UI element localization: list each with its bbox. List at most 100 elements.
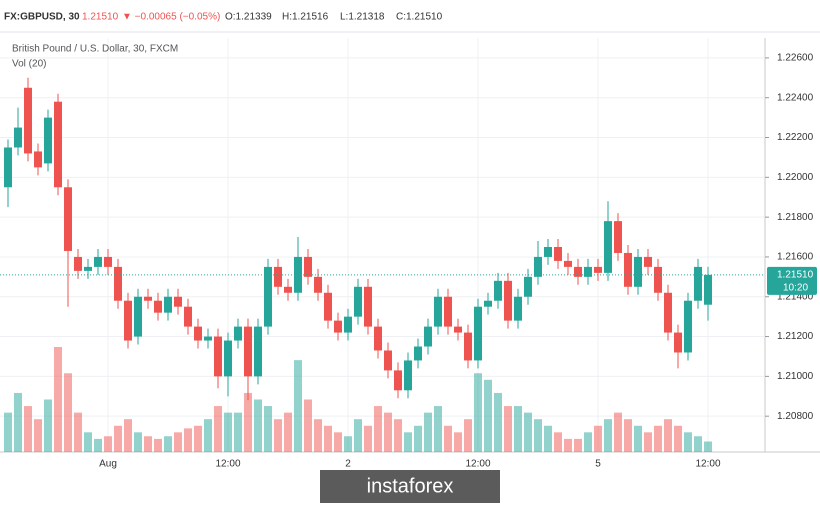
candle-body [414, 346, 422, 361]
volume-bar [604, 419, 612, 452]
y-tick-label: 1.22600 [777, 53, 814, 64]
volume-bar [654, 425, 662, 452]
candle-body [84, 266, 92, 271]
volume-bar [544, 425, 552, 452]
chart-title: British Pound / U.S. Dollar, 30, FXCM [12, 44, 178, 55]
candle-body [464, 332, 472, 361]
candle-body [514, 296, 522, 321]
candle-body [324, 292, 332, 321]
candle-body [124, 300, 132, 341]
volume-bar [4, 412, 12, 452]
ohlc-open: O:1.21339 [225, 12, 272, 23]
volume-bar [64, 373, 72, 452]
volume-bar [74, 412, 82, 452]
candle-body [654, 266, 662, 293]
candle-body [684, 300, 692, 353]
candle-body [194, 326, 202, 341]
volume-bar [484, 379, 492, 452]
candle-body [554, 246, 562, 261]
candle-body [564, 260, 572, 267]
x-tick-label: 12:00 [215, 459, 240, 470]
volume-bar [144, 436, 152, 452]
candle-body [694, 266, 702, 301]
candle-body [34, 151, 42, 168]
volume-bar [574, 438, 582, 452]
candle-body [434, 296, 442, 327]
candle-body [264, 266, 272, 327]
candle-body [604, 221, 612, 273]
candle-body [404, 360, 412, 391]
volume-bar [464, 419, 472, 452]
candle-body [644, 256, 652, 267]
volume-bar [84, 432, 92, 452]
candle-body [664, 292, 672, 333]
volume-bar [24, 406, 32, 452]
candle-body [424, 326, 432, 347]
candle-body [504, 280, 512, 321]
volume-bar [694, 436, 702, 452]
symbol: FX:GBPUSD, 30 [4, 12, 80, 23]
y-tick-label: 1.21000 [777, 371, 814, 382]
volume-bar [134, 432, 142, 452]
volume-bar [274, 419, 282, 452]
volume-bar [224, 412, 232, 452]
candle-body [444, 296, 452, 327]
candle-body [494, 280, 502, 301]
volume-bar [504, 406, 512, 452]
volume-bar [294, 360, 302, 452]
candle-body [364, 286, 372, 327]
candle-body [574, 266, 582, 277]
candle-body [534, 256, 542, 277]
volume-bar [384, 412, 392, 452]
candle-body [64, 187, 72, 251]
candle-body [334, 320, 342, 333]
candle-body [184, 306, 192, 327]
y-tick-label: 1.21400 [777, 291, 814, 302]
volume-bar [354, 419, 362, 452]
volume-bar [334, 432, 342, 452]
volume-bar [124, 419, 132, 452]
volume-bar [284, 412, 292, 452]
volume-bar [474, 373, 482, 452]
y-tick-label: 1.20800 [777, 411, 814, 422]
candle-body [304, 256, 312, 277]
chart-subtitle: Vol (20) [12, 59, 46, 70]
volume-bar [564, 438, 572, 452]
x-tick-label: 5 [595, 459, 601, 470]
volume-bar [424, 412, 432, 452]
candle-body [164, 296, 172, 313]
volume-bar [644, 432, 652, 452]
volume-bar [374, 406, 382, 452]
candle-body [584, 266, 592, 277]
y-tick-label: 1.21600 [777, 252, 814, 263]
volume-bar [34, 419, 42, 452]
last-price-label: 1.21510 [777, 269, 814, 280]
volume-bar [194, 425, 202, 452]
candle-body [344, 316, 352, 333]
candle-body [214, 336, 222, 377]
y-tick-label: 1.22400 [777, 92, 814, 103]
volume-bar [444, 425, 452, 452]
x-tick-label: Aug [99, 459, 117, 470]
ohlc-low: L:1.21318 [340, 12, 385, 23]
volume-bar [54, 347, 62, 452]
candle-body [454, 326, 462, 333]
candle-body [114, 266, 122, 301]
candle-body [354, 286, 362, 317]
candle-body [234, 326, 242, 341]
candle-body [634, 256, 642, 287]
y-tick-label: 1.21800 [777, 212, 814, 223]
candle-body [254, 326, 262, 377]
candle-body [154, 300, 162, 313]
volume-bar [404, 432, 412, 452]
volume-bar [114, 425, 122, 452]
candle-body [624, 252, 632, 287]
candle-body [474, 306, 482, 361]
x-tick-label: 12:00 [695, 459, 720, 470]
volume-bar [634, 425, 642, 452]
volume-bar [434, 406, 442, 452]
ohlc-close: C:1.21510 [396, 12, 443, 23]
